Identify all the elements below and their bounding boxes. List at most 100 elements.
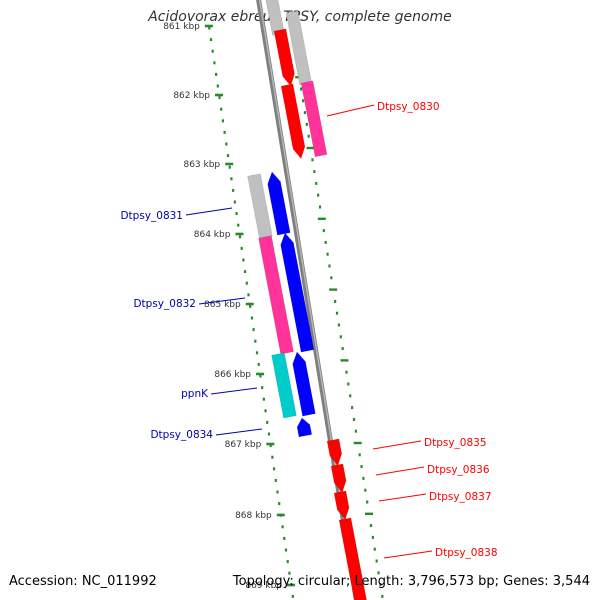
repeat-ppnk xyxy=(271,352,297,419)
ruler-dot xyxy=(269,444,272,448)
ruler-dot xyxy=(247,293,250,297)
ruler-tick-label: 865 kbp xyxy=(204,300,241,310)
ruler-dot xyxy=(291,594,294,598)
outer-ruler-dot xyxy=(307,134,310,138)
ruler-tick-label: 866 kbp xyxy=(214,370,251,380)
outer-ruler-dot xyxy=(324,240,327,244)
ruler-dot xyxy=(266,420,269,424)
forward-gene-leader xyxy=(326,104,375,117)
outer-ruler-dot xyxy=(313,170,316,174)
accession-text: Accession: NC_011992 xyxy=(9,574,157,589)
forward-gene-label[interactable]: Dtpsy_0836 xyxy=(427,464,490,476)
ruler-dot xyxy=(225,142,228,146)
rna-feature-0832 xyxy=(258,235,294,355)
cds-dtpsy-0832 xyxy=(280,232,315,353)
feature-tracks xyxy=(247,0,368,600)
outer-ruler-dot xyxy=(375,559,378,563)
ruler-dot xyxy=(252,328,255,332)
outer-ruler-dot xyxy=(317,193,320,197)
outer-ruler-dot xyxy=(358,453,361,457)
ruler-dot xyxy=(257,362,260,366)
outer-ruler-dot xyxy=(318,205,322,209)
outer-ruler-dot xyxy=(334,299,337,303)
outer-ruler-dot xyxy=(354,429,357,433)
reverse-gene-label[interactable]: ppnK xyxy=(181,388,209,400)
ruler-dot xyxy=(240,246,243,250)
forward-gene-leader xyxy=(375,466,425,476)
forward-gene-label[interactable]: Dtpsy_0837 xyxy=(429,491,492,503)
outer-ruler-dot xyxy=(328,264,331,268)
misc-feature-0831 xyxy=(247,173,273,239)
outer-ruler-dot xyxy=(341,347,344,351)
ruler-tick-label: 862 kbp xyxy=(173,91,210,101)
ruler-dot xyxy=(272,467,276,471)
outer-ruler-dot xyxy=(364,488,367,492)
ruler-dot xyxy=(249,304,252,308)
outer-ruler-dot xyxy=(366,500,369,504)
ruler-dot xyxy=(288,571,291,575)
ruler-dot xyxy=(233,200,236,204)
reverse-gene-label[interactable]: Dtpsy_0832 xyxy=(133,298,196,310)
ruler-dot xyxy=(286,560,289,564)
cds-dtpsy-0835 xyxy=(326,438,343,467)
forward-gene-label[interactable]: Dtpsy_0835 xyxy=(424,437,487,449)
outer-ruler-dot xyxy=(322,229,325,233)
reverse-gene-leader xyxy=(185,207,233,216)
kbp-ruler: 861 kbp 862 kbp 863 kbp 864 kbp 865 kbp 866 k… xyxy=(163,22,384,598)
ruler-dot xyxy=(276,490,279,494)
outer-ruler-dot xyxy=(337,323,340,327)
ruler-dot xyxy=(264,409,267,413)
outer-ruler-dot xyxy=(347,382,350,386)
ruler-dot xyxy=(271,455,274,459)
ruler-dot xyxy=(220,107,223,111)
forward-gene-label[interactable]: Dtpsy_0838 xyxy=(435,547,498,559)
ruler-dot xyxy=(242,258,245,262)
cds-dtpsy-0830a xyxy=(280,83,306,160)
ruler-dot xyxy=(283,536,286,540)
ruler-dot xyxy=(262,397,265,401)
forward-gene-leader xyxy=(378,493,427,502)
outer-ruler-dot xyxy=(369,524,373,528)
ruler-dot xyxy=(216,84,219,88)
ruler-dot xyxy=(214,72,218,76)
cds-ppnk xyxy=(292,351,316,417)
ruler-dot xyxy=(278,502,281,506)
reverse-gene-label[interactable]: Dtpsy_0831 xyxy=(120,210,183,222)
ruler-dot xyxy=(255,351,259,355)
reverse-gene-label[interactable]: Dtpsy_0834 xyxy=(150,429,213,441)
outer-ruler-dot xyxy=(303,111,307,115)
ruler-dot xyxy=(228,165,231,169)
ruler-dot xyxy=(223,130,226,134)
outer-ruler-dot xyxy=(360,465,363,469)
ruler-dot xyxy=(238,235,242,239)
ruler-dot xyxy=(221,119,225,123)
outer-ruler-dot xyxy=(345,370,348,374)
ruler-tick-label: 864 kbp xyxy=(194,230,231,240)
ruler-tick-label: 861 kbp xyxy=(163,22,200,32)
ruler-dot xyxy=(213,61,216,65)
ruler-dot xyxy=(232,188,235,192)
ruler-dot xyxy=(209,38,213,42)
outer-ruler-dot xyxy=(349,394,352,398)
outer-ruler-dot xyxy=(377,571,380,575)
ruler-dot xyxy=(237,223,240,227)
forward-gene-label[interactable]: Dtpsy_0830 xyxy=(377,101,440,113)
ruler-dot xyxy=(245,281,248,285)
ruler-dot xyxy=(243,270,247,274)
ruler-dot xyxy=(235,212,238,216)
forward-gene-leader xyxy=(383,550,433,559)
outer-ruler-dot xyxy=(305,122,308,126)
map-title: Acidovorax ebreus TPSY, complete genome xyxy=(148,9,452,25)
ruler-dot xyxy=(274,478,277,482)
ruler-dot xyxy=(218,96,221,100)
gene-labels: Dtpsy_0830 Dtpsy_0835 Dtpsy_0836 Dtpsy_0837… xyxy=(120,101,497,559)
reverse-gene-leader xyxy=(215,428,263,436)
ruler-tick-label: 863 kbp xyxy=(183,160,220,170)
ruler-tick-label: 869 kbp xyxy=(245,581,282,591)
outer-ruler-dot xyxy=(351,406,354,410)
ruler-dot xyxy=(226,154,230,158)
outer-ruler-dot xyxy=(371,535,374,539)
ruler-tick-label: 868 kbp xyxy=(235,511,272,521)
ruler-dot xyxy=(254,339,257,343)
